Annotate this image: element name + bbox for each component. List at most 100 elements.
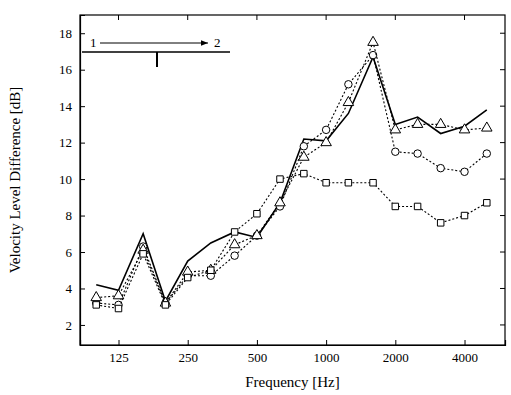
y-tick-label: 6 [66, 245, 73, 260]
data-layer [91, 36, 492, 312]
y-tick: 2 [66, 318, 86, 333]
marker-triangle [182, 266, 193, 275]
y-tick: 12 [59, 135, 85, 150]
marker-circle [392, 148, 399, 155]
marker-square [231, 229, 237, 235]
marker-triangle [275, 197, 286, 206]
marker-triangle [368, 36, 379, 45]
y-tick-mark [500, 324, 505, 325]
y-tick-label: 8 [66, 208, 73, 223]
marker-triangle [390, 124, 401, 133]
x-tick-mark [395, 15, 396, 20]
marker-triangle [229, 239, 240, 248]
y-tick-mark [80, 143, 85, 144]
x-tick-mark [256, 15, 257, 20]
x-tick-label: 1000 [314, 350, 340, 365]
marker-square [93, 302, 99, 308]
x-tick-mark [188, 340, 189, 345]
x-tick-label: 2000 [383, 350, 409, 365]
y-tick: 10 [59, 172, 85, 187]
y-axis: 2 4 6 8 10 12 14 16 18 [59, 16, 85, 346]
marker-square [301, 170, 307, 176]
y-tick-mark [500, 179, 505, 180]
x-axis-title: Frequency [Hz] [245, 374, 340, 390]
x-axis-line [81, 340, 506, 346]
series-line [96, 57, 487, 301]
x-tick: 250 [178, 340, 198, 365]
x-tick-mark [257, 340, 258, 345]
marker-triangle [459, 124, 470, 133]
marker-triangle [321, 137, 332, 146]
marker-triangle [435, 118, 446, 127]
x-tick-mark [187, 15, 188, 20]
x-tick: 500 [248, 340, 267, 365]
y-tick-mark [500, 33, 505, 34]
marker-square [461, 212, 467, 218]
x-tick: 2000 [383, 340, 409, 365]
y-tick-mark [500, 252, 505, 253]
x-top-ticks [119, 15, 465, 20]
y-tick-mark [80, 70, 85, 71]
x-tick-mark [465, 340, 466, 345]
inset-sketch: 12 [82, 35, 230, 67]
marker-circle [414, 150, 421, 157]
x-tick: 4000 [452, 340, 478, 365]
marker-triangle [91, 292, 102, 301]
chart: 125 250 500 1000 2000 4000 2 4 6 8 10 12 14 16 18 12 Fre… [0, 0, 511, 395]
y-tick: 14 [59, 99, 85, 114]
x-tick-label: 4000 [452, 350, 478, 365]
marker-square [370, 179, 376, 185]
marker-square [414, 203, 420, 209]
marker-triangle [343, 96, 354, 105]
marker-triangle [113, 290, 124, 299]
plot: 125 250 500 1000 2000 4000 2 4 6 8 10 12 14 16 18 12 [59, 15, 506, 365]
y-tick: 18 [59, 26, 85, 41]
marker-square [437, 220, 443, 226]
y-tick-mark [500, 142, 505, 143]
x-tick-mark [326, 340, 327, 345]
marker-circle [369, 51, 376, 58]
y-tick-mark [80, 33, 85, 34]
marker-square [140, 251, 146, 257]
marker-square [323, 179, 329, 185]
marker-circle [231, 252, 238, 259]
y-axis-title: Velocity Level Difference [dB] [7, 87, 23, 274]
x-tick-mark [395, 340, 396, 345]
series-line [96, 42, 487, 303]
y-right-ticks [500, 33, 505, 325]
marker-square [277, 176, 283, 182]
marker-circle [322, 126, 329, 133]
marker-square [254, 210, 260, 216]
x-tick-label: 500 [248, 350, 267, 365]
x-tick-label: 125 [109, 350, 128, 365]
plot-frame [80, 15, 505, 345]
marker-circle [461, 168, 468, 175]
y-tick-mark [80, 252, 85, 253]
marker-triangle [299, 151, 310, 160]
marker-square [208, 267, 214, 273]
marker-square [184, 274, 190, 280]
y-tick-mark [80, 325, 85, 326]
y-tick-label: 10 [59, 172, 72, 187]
y-tick: 16 [59, 62, 85, 77]
annotation: 1 [90, 35, 97, 50]
y-tick-mark [500, 69, 505, 70]
y-tick-label: 4 [66, 281, 73, 296]
marker-square [115, 305, 121, 311]
y-tick: 6 [66, 245, 86, 260]
x-axis: 125 250 500 1000 2000 4000 [81, 340, 506, 365]
x-tick-mark [119, 340, 120, 345]
sketch-arrow [100, 43, 208, 44]
series-line [96, 174, 487, 309]
marker-circle [483, 150, 490, 157]
marker-triangle [206, 264, 217, 273]
x-tick-mark [464, 15, 465, 20]
y-tick-mark [80, 106, 85, 107]
marker-square [392, 203, 398, 209]
x-tick-label: 250 [178, 350, 198, 365]
y-tick-label: 18 [59, 26, 72, 41]
marker-square [484, 200, 490, 206]
x-tick: 125 [109, 340, 128, 365]
y-tick-mark [500, 215, 505, 216]
marker-circle [300, 143, 307, 150]
